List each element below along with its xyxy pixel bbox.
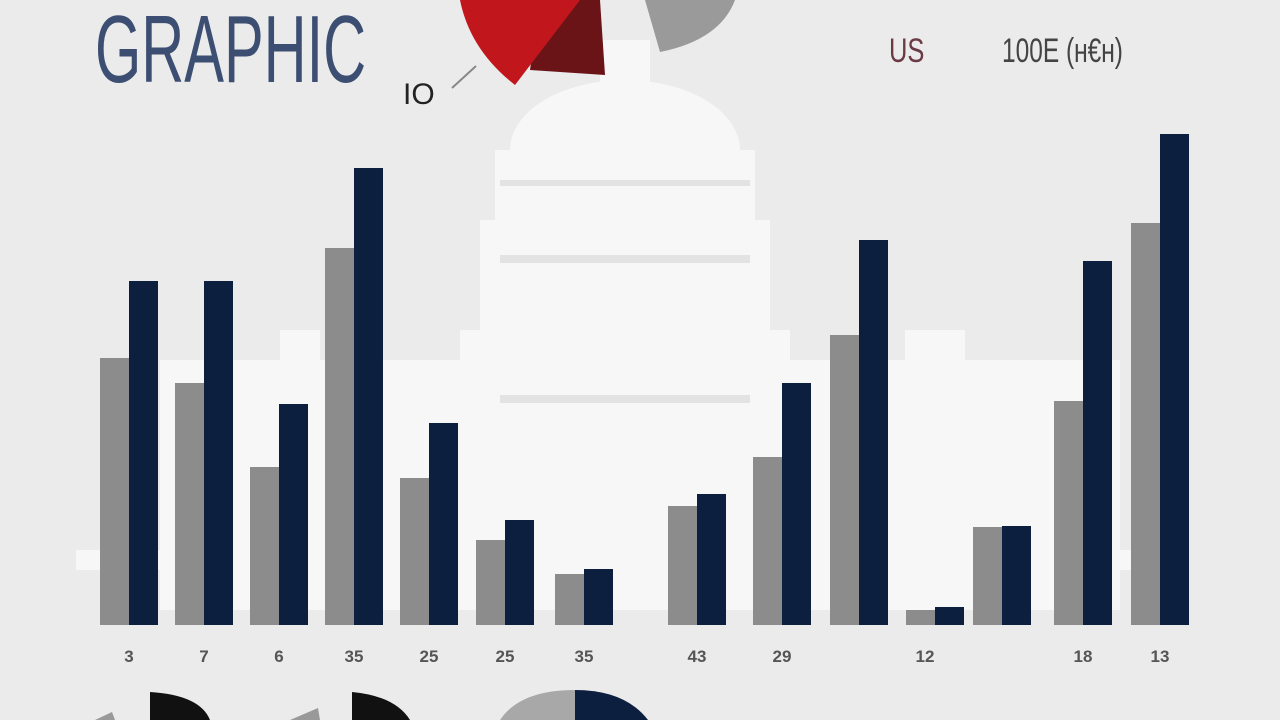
- x-tick-label: 18: [1074, 647, 1093, 666]
- x-tick-label: 13: [1151, 647, 1170, 666]
- bar: [973, 527, 1002, 625]
- bar: [476, 540, 505, 625]
- bar: [400, 478, 429, 625]
- header-label: 100E (ʜ€ʜ): [1002, 32, 1123, 70]
- bar: [1083, 261, 1112, 625]
- bar: [753, 457, 782, 625]
- bar: [100, 358, 129, 625]
- bar: [1160, 134, 1189, 625]
- bar: [325, 248, 354, 625]
- bar: [129, 281, 158, 625]
- x-tick-label: 12: [916, 647, 935, 666]
- bar: [505, 520, 534, 625]
- x-tick-label: 7: [199, 647, 208, 666]
- bar: [175, 383, 204, 625]
- x-tick-label: 35: [575, 647, 594, 666]
- bar: [859, 240, 888, 625]
- x-tick-label: 25: [420, 647, 439, 666]
- bar: [1054, 401, 1083, 625]
- bar-chart: 3 7 6 35 25 25 35 43 29 12 18 13: [100, 134, 1189, 666]
- bar: [668, 506, 697, 625]
- bar: [1131, 223, 1160, 625]
- bar: [935, 607, 964, 625]
- bar: [584, 569, 613, 625]
- bar: [830, 335, 859, 625]
- x-tick-label: 43: [688, 647, 707, 666]
- bar: [906, 610, 935, 625]
- bar: [697, 494, 726, 625]
- bar: [429, 423, 458, 625]
- bar: [782, 383, 811, 625]
- bar: [354, 168, 383, 625]
- x-tick-label: 29: [773, 647, 792, 666]
- title: GRAPHIC: [95, 0, 366, 102]
- capitol-windows: [500, 180, 750, 403]
- bar: [555, 574, 584, 625]
- decorative-pies: [95, 0, 735, 720]
- bar: [279, 404, 308, 625]
- bar: [250, 467, 279, 625]
- x-tick-label: 3: [124, 647, 133, 666]
- capitol-silhouette: [76, 40, 1176, 610]
- header-label: US: [889, 33, 924, 70]
- annotation: IO: [403, 78, 435, 111]
- bar: [1002, 526, 1031, 625]
- x-tick-label: 6: [274, 647, 283, 666]
- x-tick-label: 25: [496, 647, 515, 666]
- x-tick-label: 35: [345, 647, 364, 666]
- bar: [204, 281, 233, 625]
